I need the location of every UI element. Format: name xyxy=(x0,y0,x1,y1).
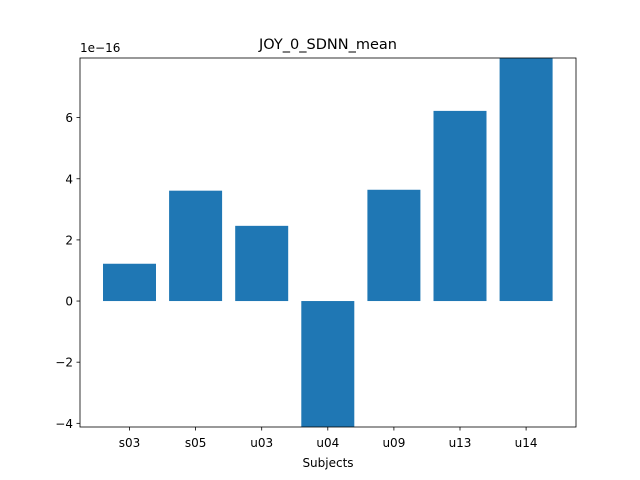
y-tick-label: −4 xyxy=(55,417,73,431)
y-tick-label: 0 xyxy=(65,295,73,309)
bar-u09 xyxy=(367,189,421,302)
bar-u13 xyxy=(433,110,487,302)
y-tick-label: −2 xyxy=(55,356,73,370)
bar-u03 xyxy=(235,225,289,302)
x-tick-label: u14 xyxy=(515,436,538,450)
bar-s05 xyxy=(169,190,223,302)
x-tick-label: s05 xyxy=(185,436,207,450)
x-tick-label: u03 xyxy=(250,436,273,450)
chart-title: JOY_0_SDNN_mean xyxy=(258,37,397,53)
y-tick-label: 4 xyxy=(65,172,73,186)
x-axis: s03 s05 u03 u04 u09 u13 u14 xyxy=(119,427,538,450)
bar-u04 xyxy=(301,301,355,427)
y-axis: −4 −2 0 2 4 6 xyxy=(55,111,80,431)
x-tick-label: u13 xyxy=(449,436,472,450)
y-tick-label: 6 xyxy=(65,111,73,125)
y-tick-label: 2 xyxy=(65,233,73,247)
plot-frame xyxy=(79,57,577,428)
x-tick-label: s03 xyxy=(119,436,141,450)
y-axis-scale-label: 1e−16 xyxy=(80,41,120,55)
x-axis-label: Subjects xyxy=(302,456,353,470)
bar-u14 xyxy=(499,58,553,302)
bars-group xyxy=(103,58,553,427)
bar-s03 xyxy=(103,263,156,302)
x-tick-label: u09 xyxy=(382,436,405,450)
x-tick-label: u04 xyxy=(316,436,339,450)
